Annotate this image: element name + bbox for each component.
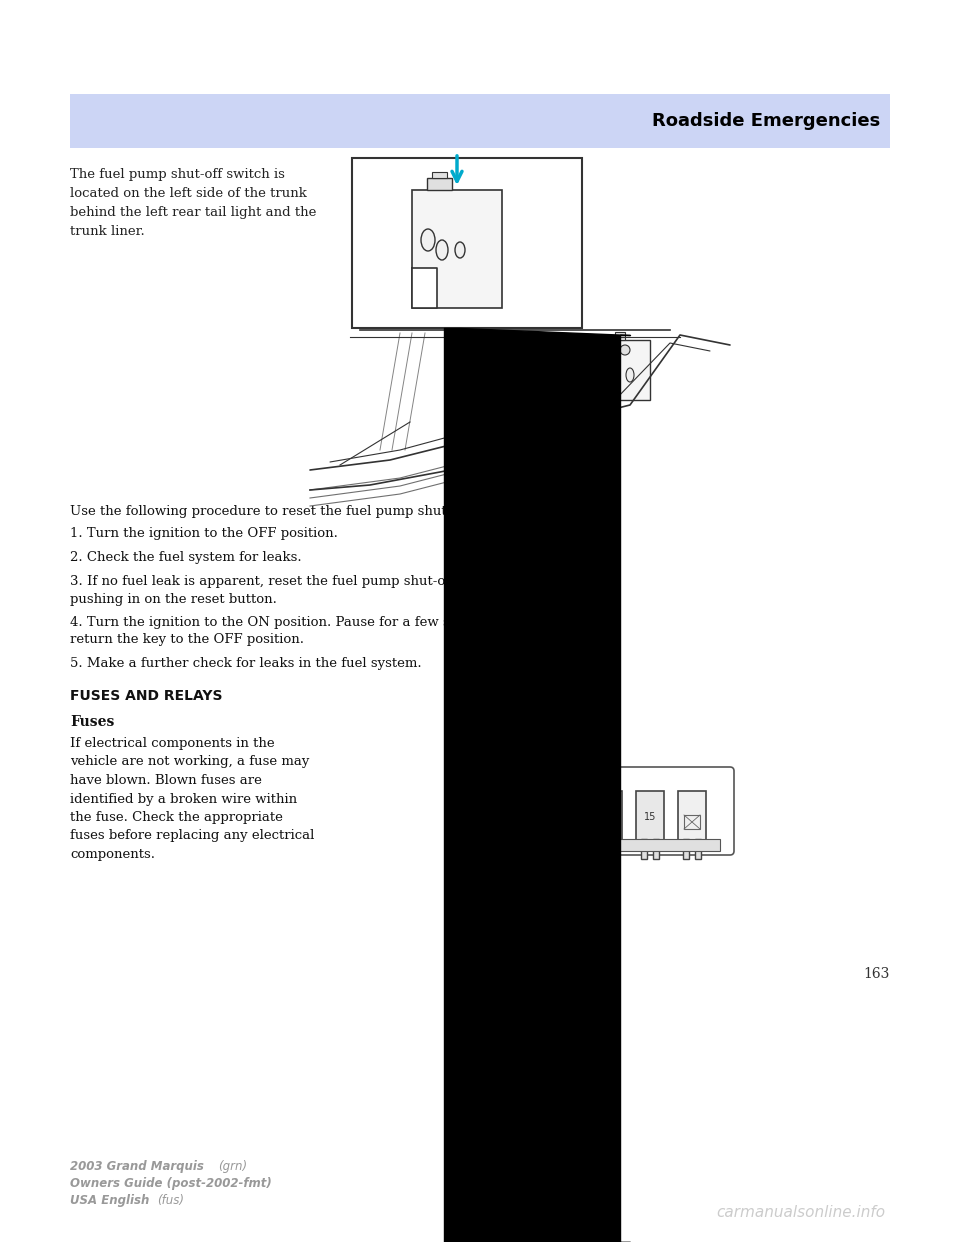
Bar	[427, 178, 452, 190]
Text: 4. Turn the ignition to the ON position. Pause for a few seconds and
return the : 4. Turn the ignition to the ON position.…	[70, 616, 526, 647]
Text: 163: 163	[864, 968, 890, 981]
Text: The fuel pump shut-off switch is
located on the left side of the trunk
behind th: The fuel pump shut-off switch is located…	[70, 168, 317, 238]
Bar	[600, 815, 616, 828]
Bar	[653, 840, 659, 859]
Bar	[641, 840, 647, 859]
Bar	[610, 340, 650, 400]
Text: carmanualsonline.info: carmanualsonline.info	[716, 1205, 885, 1220]
Text: Fuses: Fuses	[70, 715, 114, 729]
Bar	[678, 791, 706, 841]
Ellipse shape	[455, 242, 465, 258]
Text: Roadside Emergencies: Roadside Emergencies	[652, 112, 880, 130]
Bar	[683, 840, 689, 859]
Ellipse shape	[626, 368, 634, 383]
Bar	[432, 171, 447, 178]
Bar	[412, 190, 502, 308]
Bar	[412, 268, 437, 308]
Text: 15: 15	[644, 812, 657, 822]
Bar	[611, 840, 617, 859]
Text: USA English: USA English	[70, 1194, 150, 1207]
Bar	[580, 840, 720, 851]
Circle shape	[620, 345, 630, 355]
Bar	[594, 791, 622, 841]
Bar	[636, 791, 664, 841]
Ellipse shape	[421, 229, 435, 251]
Text: FUSES AND RELAYS: FUSES AND RELAYS	[70, 689, 223, 703]
Bar	[70, 94, 890, 148]
Text: Use the following procedure to reset the fuel pump shut-off switch.: Use the following procedure to reset the…	[70, 505, 520, 518]
Text: 2003 Grand Marquis: 2003 Grand Marquis	[70, 1160, 204, 1172]
Bar	[615, 332, 625, 340]
Text: 2. Check the fuel system for leaks.: 2. Check the fuel system for leaks.	[70, 551, 301, 564]
Bar	[684, 815, 700, 828]
Text: (fus): (fus)	[157, 1194, 184, 1207]
Text: 3. If no fuel leak is apparent, reset the fuel pump shut-off switch by
pushing i: 3. If no fuel leak is apparent, reset th…	[70, 575, 523, 606]
Bar	[352, 158, 582, 328]
Text: If electrical components in the
vehicle are not working, a fuse may
have blown. : If electrical components in the vehicle …	[70, 737, 314, 861]
Bar	[695, 840, 701, 859]
Bar	[599, 840, 605, 859]
Text: (grn): (grn)	[218, 1160, 247, 1172]
Ellipse shape	[436, 240, 448, 260]
Text: Owners Guide (post-2002-fmt): Owners Guide (post-2002-fmt)	[70, 1177, 272, 1190]
Text: 5. Make a further check for leaks in the fuel system.: 5. Make a further check for leaks in the…	[70, 657, 421, 669]
Text: 1. Turn the ignition to the OFF position.: 1. Turn the ignition to the OFF position…	[70, 527, 338, 540]
